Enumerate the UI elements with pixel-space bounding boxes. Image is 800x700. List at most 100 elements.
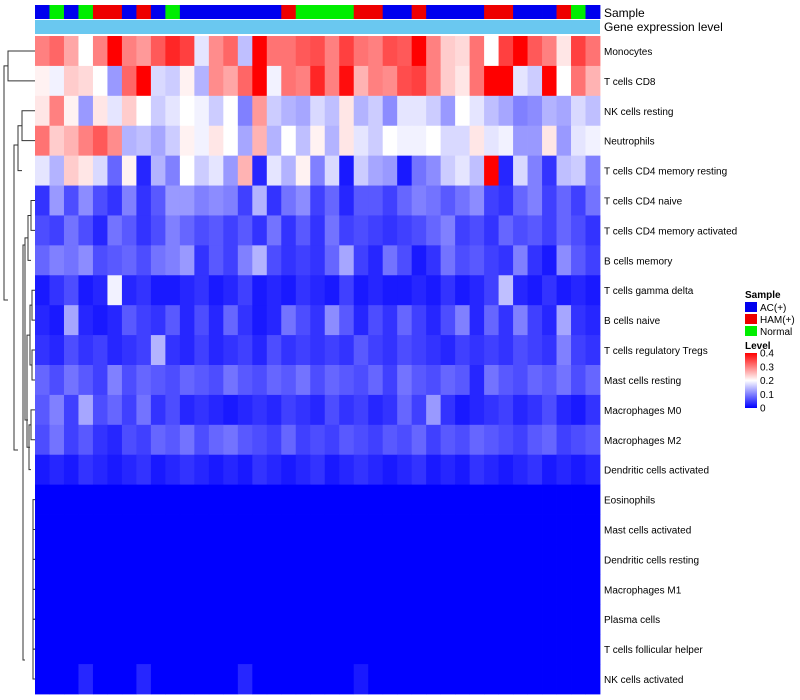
heatmap-cell (63, 394, 79, 426)
heatmap-cell (165, 125, 181, 157)
heatmap-cell (92, 36, 108, 67)
heatmap-cell (237, 664, 253, 695)
heatmap-cell (585, 574, 601, 605)
heatmap-cell (527, 335, 543, 366)
heatmap-cell (353, 454, 369, 486)
heatmap-cell (411, 454, 427, 486)
row-label: NK cells activated (604, 675, 683, 686)
heatmap-cell (498, 454, 514, 486)
heatmap-cell (542, 155, 557, 186)
heatmap-cell (295, 185, 311, 216)
heatmap-cell (281, 634, 297, 665)
heatmap-cell (310, 36, 326, 67)
heatmap-cell (542, 185, 557, 216)
heatmap-cell (440, 275, 456, 306)
heatmap-cell (92, 245, 108, 276)
heatmap-cell (35, 215, 50, 246)
heatmap-cell (295, 484, 311, 515)
heatmap-cell (440, 604, 456, 635)
heatmap-cell (266, 574, 282, 605)
heatmap-cell (49, 544, 65, 575)
sample-annotation-cell (252, 5, 268, 19)
heatmap-cell (194, 604, 210, 635)
heatmap-cell (78, 245, 94, 276)
heatmap-cell (426, 544, 442, 575)
heatmap-cell (165, 544, 181, 575)
heatmap-cell (63, 484, 79, 515)
heatmap-cell (49, 574, 65, 605)
legend-sample-title: Sample (745, 290, 781, 301)
heatmap-cell (208, 245, 224, 276)
heatmap-cell (136, 484, 152, 515)
heatmap-cell (92, 65, 108, 97)
heatmap-cell (542, 215, 557, 246)
heatmap-cell (194, 125, 210, 157)
heatmap-cell (556, 305, 572, 336)
heatmap-cell (121, 245, 137, 276)
heatmap-cell (440, 634, 456, 665)
heatmap-cell (542, 634, 557, 665)
heatmap-cell (281, 65, 297, 97)
heatmap-cell (411, 365, 427, 396)
heatmap-cell (585, 36, 601, 67)
heatmap-cell (339, 65, 355, 97)
heatmap-cell (469, 185, 485, 216)
heatmap-cell (440, 305, 456, 336)
heatmap-cell (107, 484, 123, 515)
heatmap-cell (78, 454, 94, 486)
heatmap-cell (513, 634, 528, 665)
heatmap-cell (585, 185, 601, 216)
heatmap-cell (194, 65, 210, 97)
sample-annotation-cell (208, 5, 224, 19)
heatmap-cell (194, 245, 210, 276)
heatmap-cell (281, 544, 297, 575)
heatmap-cell (469, 65, 485, 97)
heatmap-cell (585, 604, 601, 635)
heatmap-cell (266, 335, 282, 366)
heatmap-cell (295, 394, 311, 426)
heatmap-cell (78, 275, 94, 306)
sample-annotation-cell (382, 5, 398, 19)
heatmap-cell (484, 65, 499, 97)
heatmap-cell (63, 95, 79, 127)
heatmap-cell (223, 95, 239, 127)
heatmap-cell (35, 95, 50, 127)
heatmap-cell (484, 335, 499, 366)
heatmap-cell (426, 65, 442, 97)
heatmap-cell (556, 155, 572, 186)
heatmap-cell (527, 424, 543, 456)
heatmap-cell (78, 155, 94, 186)
heatmap-cell (281, 245, 297, 276)
heatmap-cell (368, 155, 384, 186)
heatmap-cell (571, 95, 586, 127)
heatmap-cell (571, 634, 586, 665)
heatmap-cell (252, 36, 268, 67)
heatmap-cell (150, 335, 166, 366)
heatmap-cell (295, 305, 311, 336)
heatmap-cell (281, 275, 297, 306)
heatmap-cell (237, 275, 253, 306)
heatmap-cell (585, 335, 601, 366)
row-label: Plasma cells (604, 615, 660, 626)
heatmap-cell (411, 574, 427, 605)
heatmap-cell (353, 424, 369, 456)
heatmap-cell (150, 305, 166, 336)
row-label: Neutrophils (604, 137, 655, 148)
heatmap-cell (556, 424, 572, 456)
heatmap-cell (237, 454, 253, 486)
heatmap-cell (281, 215, 297, 246)
heatmap-cell (527, 604, 543, 635)
heatmap-cell (179, 544, 195, 575)
dendrogram-branch (7, 50, 35, 82)
heatmap-cell (237, 215, 253, 246)
heatmap-cell (121, 36, 137, 67)
heatmap-cell (426, 215, 442, 246)
heatmap-cell (179, 65, 195, 97)
sample-annotation-cell (527, 5, 543, 19)
heatmap-cell (92, 454, 108, 486)
heatmap-cell (281, 335, 297, 366)
heatmap-cell (585, 275, 601, 306)
heatmap-cell (136, 65, 152, 97)
heatmap-cell (121, 185, 137, 216)
row-label: T cells CD4 naive (604, 197, 683, 208)
